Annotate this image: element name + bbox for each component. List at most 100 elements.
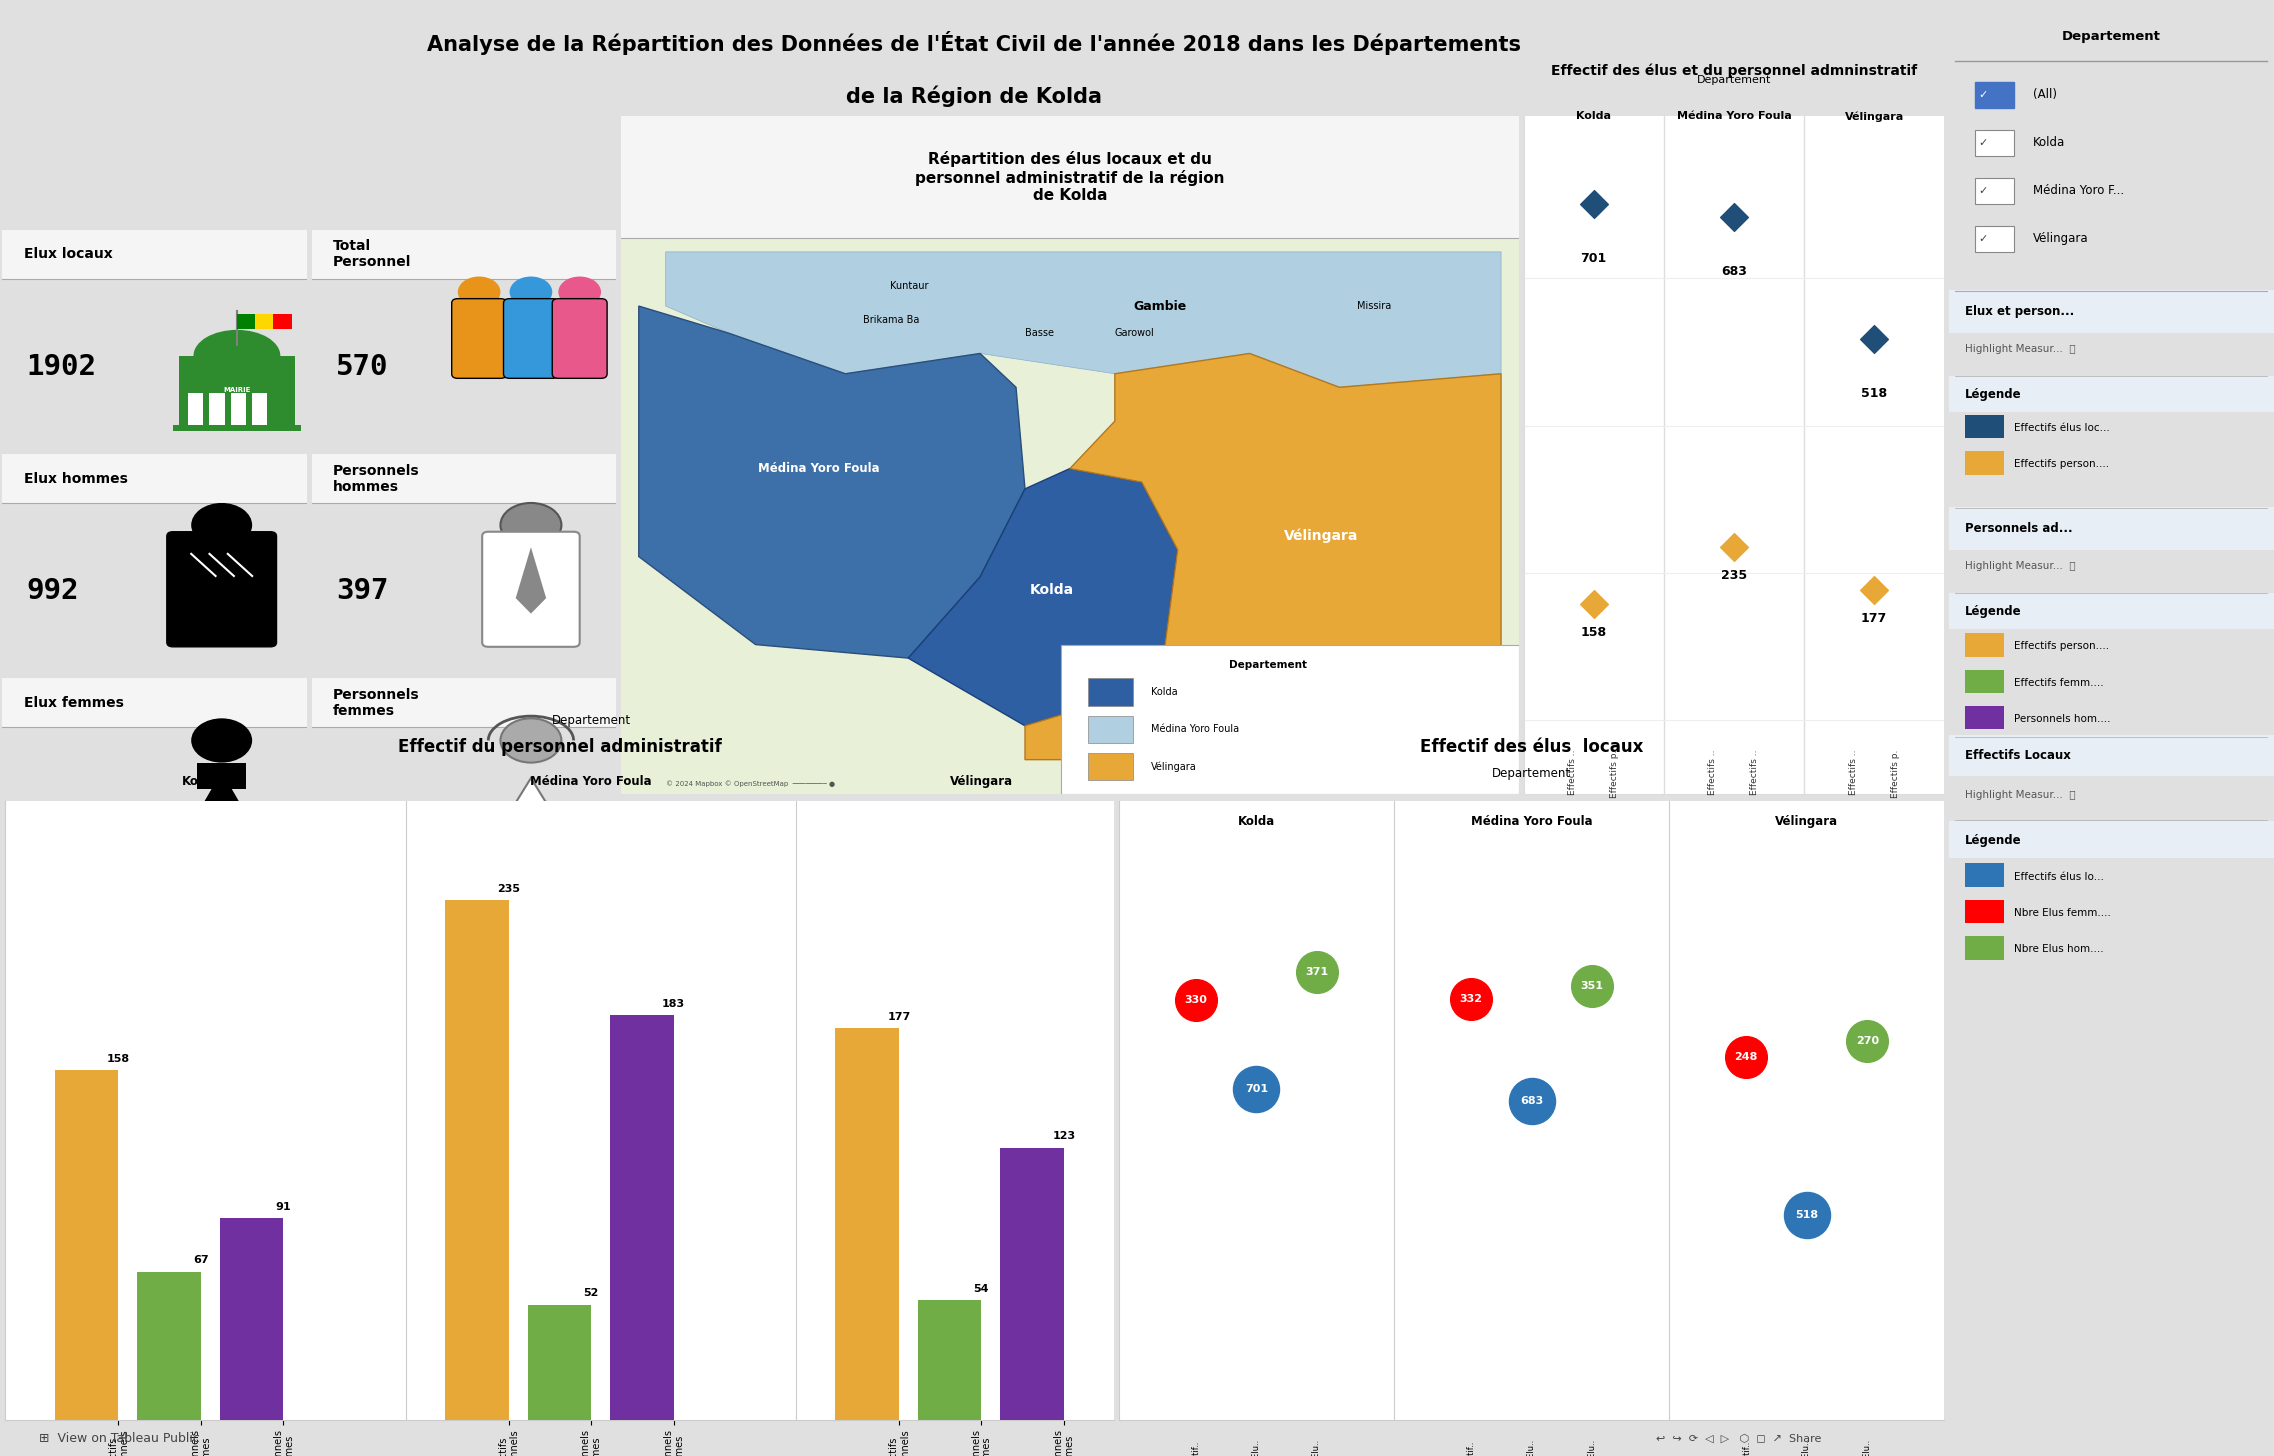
Title: Effectif des élus et du personnel admninstratif: Effectif des élus et du personnel admnin…: [1551, 63, 1917, 77]
Bar: [312, 678, 616, 727]
Bar: [312, 230, 616, 278]
Text: 270: 270: [1856, 1037, 1878, 1047]
Text: Effectifs élus loc...: Effectifs élus loc...: [2015, 424, 2110, 432]
Text: 1902: 1902: [27, 354, 98, 381]
Text: 158: 158: [1580, 626, 1608, 639]
Bar: [835, 1028, 898, 1420]
Text: 570: 570: [337, 354, 389, 381]
Bar: [446, 900, 509, 1420]
Text: Nbre Elu..: Nbre Elu..: [1312, 1440, 1321, 1456]
Text: Elux et person...: Elux et person...: [1965, 306, 2074, 317]
Bar: [198, 763, 246, 789]
Circle shape: [509, 277, 553, 307]
Polygon shape: [666, 252, 1501, 387]
Text: Analyse de la Répartition des Données de l'État Civil de l'année 2018 dans les D: Analyse de la Répartition des Données de…: [428, 31, 1521, 55]
Text: Kolda: Kolda: [2033, 137, 2065, 149]
Text: Vélingara: Vélingara: [2033, 233, 2090, 245]
Text: Nbre Elus femm....: Nbre Elus femm....: [2015, 909, 2110, 917]
Bar: [1949, 593, 2274, 629]
Text: 992: 992: [27, 578, 80, 606]
Bar: [209, 393, 225, 425]
Text: 371: 371: [1305, 967, 1328, 977]
Bar: [621, 116, 1519, 239]
FancyBboxPatch shape: [503, 298, 559, 379]
Bar: [1949, 735, 2274, 776]
Text: Personnels ad...: Personnels ad...: [1965, 523, 2072, 534]
Text: Kolda: Kolda: [1237, 815, 1276, 828]
FancyBboxPatch shape: [553, 298, 607, 379]
Bar: [1965, 633, 2003, 657]
Text: Répartition des élus locaux et du
personnel administratif de la région
de Kolda: Répartition des élus locaux et du person…: [914, 151, 1226, 204]
Bar: [1974, 178, 2015, 204]
Point: [1178, 989, 1214, 1012]
Polygon shape: [475, 778, 587, 866]
Text: Nbre Elu..: Nbre Elu..: [1528, 1440, 1535, 1456]
Text: Garowol: Garowol: [1114, 328, 1155, 338]
Point: [1514, 1089, 1551, 1112]
Polygon shape: [1026, 354, 1501, 760]
Text: Departement: Departement: [1228, 660, 1308, 670]
Bar: [1949, 821, 2274, 858]
Text: Total
Personnel: Total Personnel: [332, 239, 412, 269]
Text: Basse: Basse: [1026, 328, 1055, 338]
Text: Légende: Légende: [1965, 834, 2022, 846]
Text: Elux locaux: Elux locaux: [23, 248, 111, 262]
Text: Effectifs ..: Effectifs ..: [1751, 750, 1760, 795]
Bar: [236, 313, 255, 329]
Text: Effectif..: Effectif..: [1192, 1440, 1201, 1456]
Text: Effectif..: Effectif..: [1467, 1440, 1476, 1456]
Bar: [609, 1015, 673, 1420]
Point: [1574, 974, 1610, 997]
Text: © 2024 Mapbox © OpenStreetMap  ──────── ●: © 2024 Mapbox © OpenStreetMap ──────── ●: [666, 780, 835, 786]
Text: (All): (All): [2033, 89, 2058, 100]
Text: 332: 332: [1460, 994, 1483, 1003]
FancyBboxPatch shape: [166, 531, 277, 646]
Bar: [1949, 507, 2274, 550]
Title: Effectif du personnel administratif: Effectif du personnel administratif: [398, 738, 721, 756]
Text: de la Région de Kolda: de la Région de Kolda: [846, 86, 1103, 106]
Text: Personnels
hommes: Personnels hommes: [332, 463, 418, 494]
Polygon shape: [639, 306, 1026, 658]
Polygon shape: [907, 469, 1178, 725]
Bar: [189, 393, 202, 425]
Text: 235: 235: [1721, 569, 1746, 582]
Text: ✓: ✓: [1978, 234, 1987, 243]
Text: 701: 701: [1580, 252, 1608, 265]
Text: 52: 52: [584, 1289, 598, 1299]
Text: Departement: Departement: [553, 713, 630, 727]
Circle shape: [191, 718, 252, 763]
Point: [1717, 205, 1753, 229]
Text: Elux hommes: Elux hommes: [23, 472, 127, 486]
Text: Highlight Measur...  🔍: Highlight Measur... 🔍: [1965, 562, 2076, 571]
Text: ✓: ✓: [1978, 90, 1987, 99]
Text: 54: 54: [973, 1284, 989, 1293]
Text: 123: 123: [1053, 1131, 1076, 1142]
Text: 330: 330: [1185, 996, 1207, 1005]
Text: Kolda: Kolda: [1576, 112, 1612, 121]
Bar: [1965, 936, 2003, 960]
Polygon shape: [516, 547, 546, 613]
Point: [1453, 987, 1489, 1010]
Text: Nbre Elu..: Nbre Elu..: [1253, 1440, 1260, 1456]
Bar: [55, 1070, 118, 1420]
Point: [1576, 593, 1612, 616]
Bar: [1087, 753, 1132, 780]
Text: Nbre Elu..: Nbre Elu..: [1587, 1440, 1596, 1456]
Text: Légende: Légende: [1965, 389, 2022, 400]
Text: 173: 173: [337, 802, 389, 830]
Text: Nbre Elus hom....: Nbre Elus hom....: [2015, 945, 2103, 954]
FancyBboxPatch shape: [453, 298, 507, 379]
Bar: [221, 1219, 284, 1420]
Text: 177: 177: [887, 1012, 910, 1022]
Bar: [1949, 290, 2274, 333]
Text: Effectifs ..: Effectifs ..: [1569, 750, 1578, 795]
Text: Effectifs ..: Effectifs ..: [1708, 750, 1717, 795]
Text: Médina Yoro Foula: Médina Yoro Foula: [757, 462, 880, 475]
Circle shape: [191, 502, 252, 547]
Bar: [2, 454, 307, 502]
Bar: [2, 230, 307, 278]
Title: Effectif des élus  locaux: Effectif des élus locaux: [1419, 738, 1644, 756]
Text: Personnels hom....: Personnels hom....: [2015, 715, 2110, 724]
Point: [1298, 961, 1335, 984]
Text: Elux femmes: Elux femmes: [23, 696, 123, 711]
